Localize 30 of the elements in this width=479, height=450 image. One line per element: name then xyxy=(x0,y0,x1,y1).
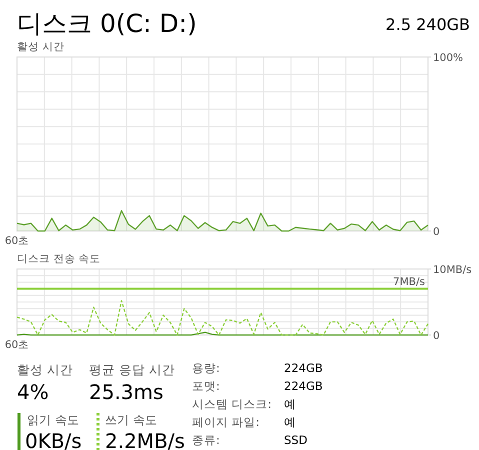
text: 종류: xyxy=(192,433,220,447)
text: 용량: xyxy=(192,361,220,375)
text: 2.2MB/s xyxy=(105,429,185,450)
y-axis-title: 디스크 전송 속도 xyxy=(17,253,101,265)
text: 포맷: xyxy=(192,379,220,393)
chart-subtitle: 2.5 240GB xyxy=(386,15,470,34)
text: 예 xyxy=(284,397,296,411)
text: 시스템 디스크: xyxy=(192,397,272,411)
line-series xyxy=(16,300,429,336)
legend-label: 읽기 속도 xyxy=(27,413,79,427)
y-tick-label: 10MB/s xyxy=(433,264,472,276)
legend-label: 쓰기 속도 xyxy=(105,413,157,427)
text: 25.3ms xyxy=(89,380,164,404)
text: 활성 시간 xyxy=(17,362,73,377)
text: 평균 응답 시간 xyxy=(89,362,175,377)
text: 예 xyxy=(284,415,296,429)
text: 0KB/s xyxy=(25,429,82,450)
y-tick-label: 0 xyxy=(433,226,440,238)
chart-title: 디스크 0(C: D:) xyxy=(17,9,197,38)
y-axis-title: 활성 시간 xyxy=(17,41,64,53)
text: 4% xyxy=(17,380,49,404)
text: 224GB xyxy=(284,361,323,375)
text: 224GB xyxy=(284,379,323,393)
y-tick-label: 0 xyxy=(433,330,440,342)
text: 페이지 파일: xyxy=(192,415,260,429)
x-tick-label: 60초 xyxy=(4,235,30,247)
x-tick-label: 60초 xyxy=(4,339,30,351)
text: SSD xyxy=(284,433,308,447)
y-tick-label: 100% xyxy=(433,52,464,64)
ref-line-label: 7MB/s xyxy=(393,276,425,288)
